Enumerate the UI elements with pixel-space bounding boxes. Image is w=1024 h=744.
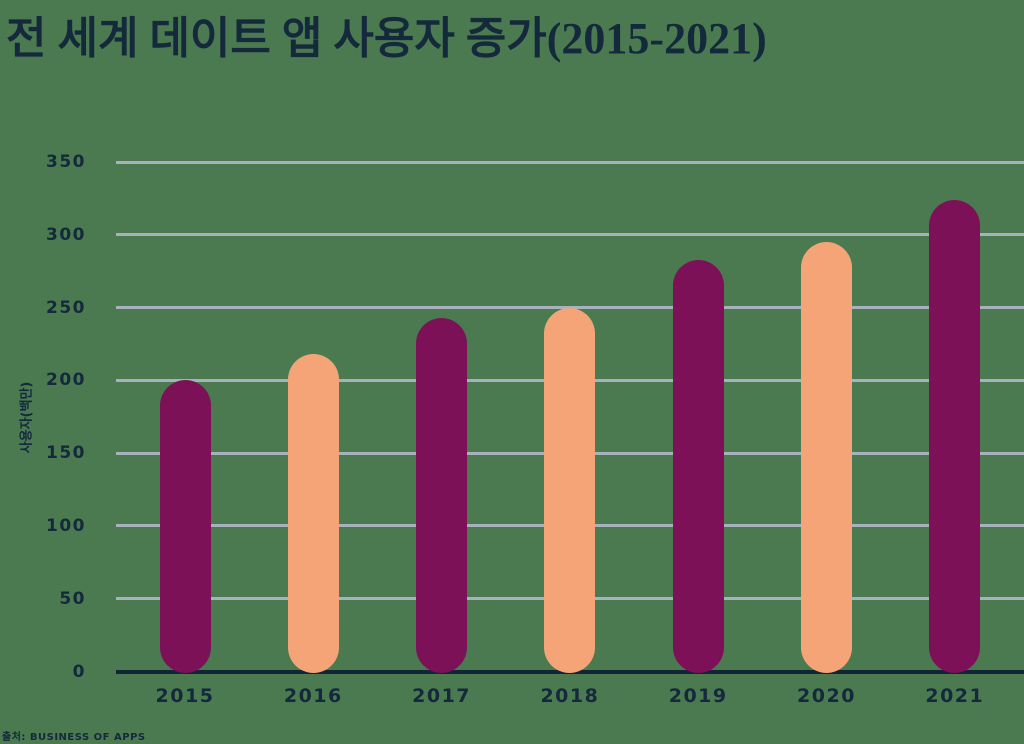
x-tick-label-2020: 2020 — [797, 685, 856, 707]
chart-title: 전 세계 데이트 앱 사용자 증가(2015-2021) — [6, 14, 767, 63]
x-tick-label-2021: 2021 — [925, 685, 985, 707]
gridline-300 — [116, 233, 1024, 237]
x-tick-label-2019: 2019 — [668, 685, 728, 707]
bar-2018 — [544, 307, 596, 674]
y-axis-title: 사용자(백만) — [19, 381, 35, 454]
y-tick-label-150: 150 — [46, 443, 86, 464]
y-tick-label-200: 200 — [46, 370, 86, 391]
gridline-350 — [116, 160, 1024, 164]
bar-2019 — [672, 259, 724, 674]
bar-2015 — [159, 380, 211, 674]
x-tick-label-2017: 2017 — [412, 685, 472, 707]
x-tick-label-2016: 2016 — [283, 685, 343, 707]
x-tick-label-2018: 2018 — [540, 685, 600, 707]
bar-2017 — [416, 317, 468, 674]
y-tick-label-100: 100 — [46, 515, 86, 536]
y-tick-label-300: 300 — [46, 224, 86, 245]
y-tick-label-250: 250 — [46, 297, 86, 318]
y-tick-label-0: 0 — [72, 661, 86, 682]
source-note: 출처: BUSINESS OF APPS — [2, 732, 146, 743]
bar-2021 — [929, 199, 981, 674]
bar-2020 — [801, 242, 852, 674]
x-tick-label-2015: 2015 — [155, 685, 215, 707]
y-tick-label-50: 50 — [59, 588, 86, 609]
bar-2016 — [287, 354, 339, 674]
y-tick-label-350: 350 — [46, 152, 86, 173]
